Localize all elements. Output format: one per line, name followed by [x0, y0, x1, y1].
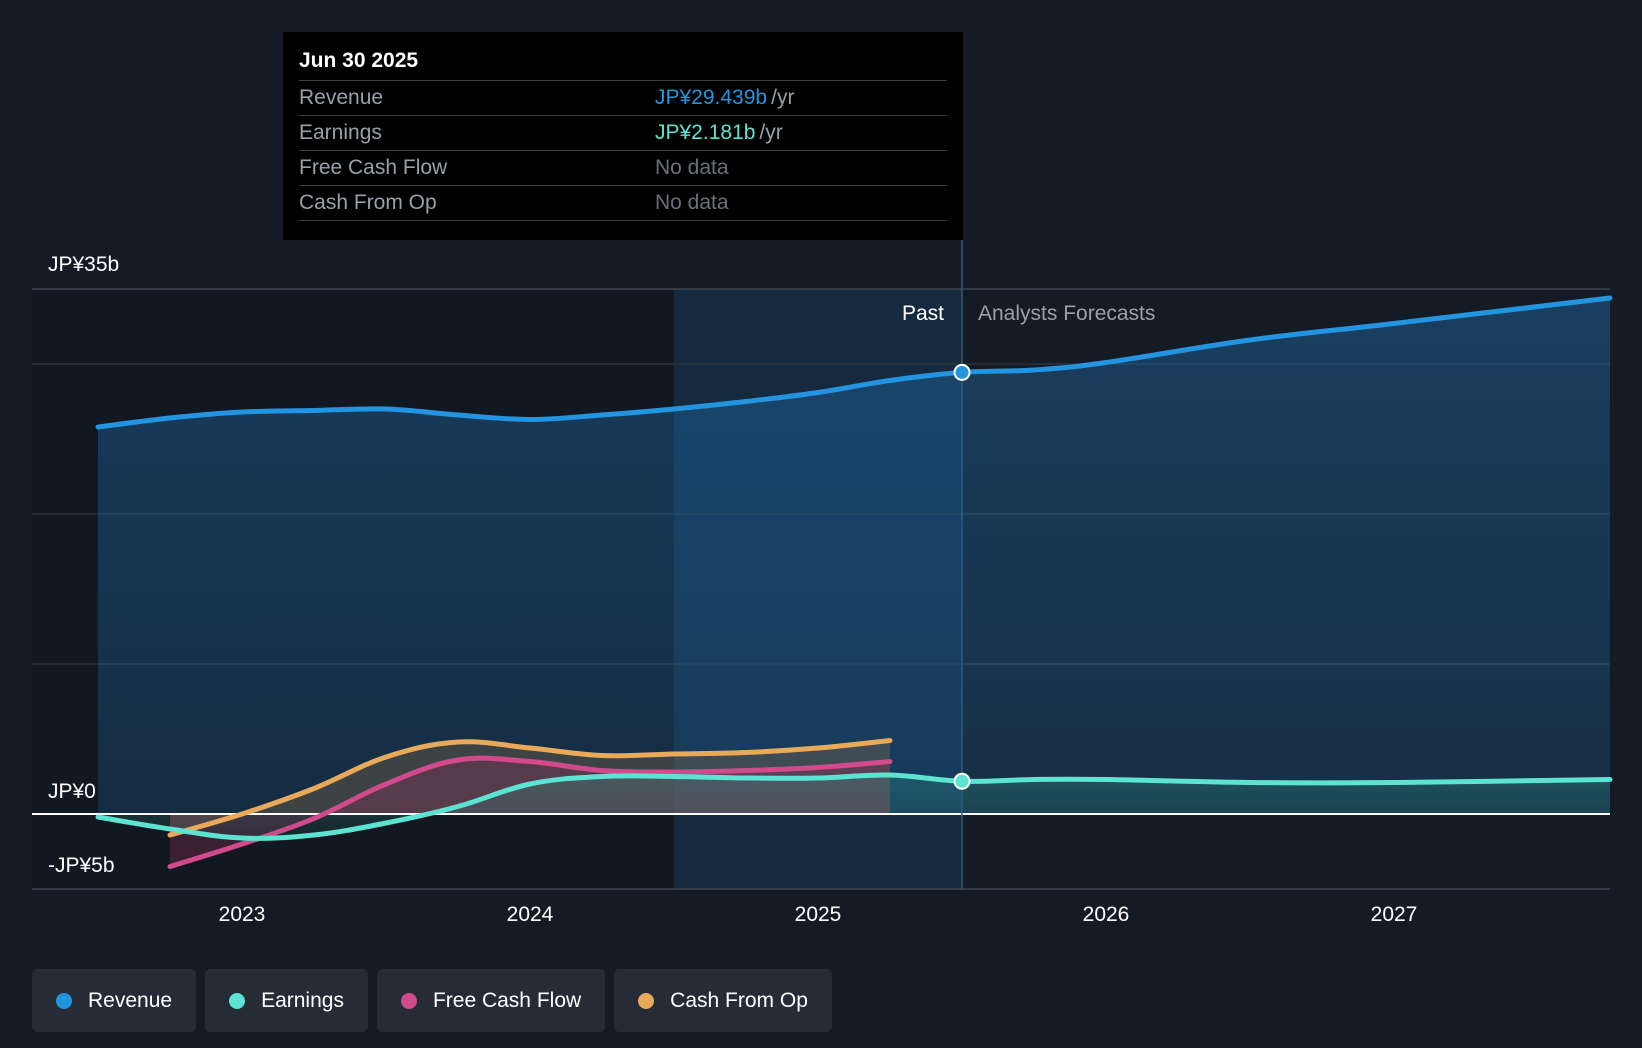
legend-label: Cash From Op	[670, 988, 808, 1012]
x-tick-label: 2024	[507, 903, 554, 926]
free-cash-flow-dot-icon	[400, 992, 417, 1009]
revenue-dot-icon	[56, 992, 72, 1009]
y-tick-label: -JP¥5b	[48, 854, 115, 877]
tooltip-date: Jun 30 2025	[299, 49, 419, 72]
tooltip-unit: /yr	[759, 121, 783, 144]
tooltip-row-cash-from-op: Cash From Op No data	[299, 185, 947, 221]
tooltip-value-cash-from-op: No data	[655, 191, 729, 214]
tooltip-row-earnings: Earnings JP¥2.181b/yr	[299, 115, 947, 150]
legend-item-cash-from-op[interactable]: Cash From Op	[614, 969, 832, 1032]
data-tooltip: Jun 30 2025 Revenue JP¥29.439b/yr Earnin…	[283, 32, 963, 240]
tooltip-value-free-cash-flow: No data	[655, 156, 729, 179]
past-label: Past	[902, 302, 944, 325]
cash-from-op-dot-icon	[638, 992, 655, 1009]
tooltip-row-free-cash-flow: Free Cash Flow No data	[299, 150, 947, 185]
legend-item-earnings[interactable]: Earnings	[205, 969, 368, 1032]
cash-from-op-line	[167, 738, 893, 838]
x-tick-label: 2027	[1371, 903, 1418, 926]
tooltip-label: Free Cash Flow	[299, 156, 448, 179]
tooltip-row-revenue: Revenue JP¥29.439b/yr	[299, 80, 947, 115]
forecast-label: Analysts Forecasts	[978, 302, 1155, 325]
legend-label: Earnings	[261, 988, 344, 1012]
tooltip-unit: /yr	[771, 86, 795, 109]
y-tick-label: JP¥35b	[48, 253, 119, 276]
legend-item-revenue[interactable]: Revenue	[32, 969, 197, 1032]
chart-legend: Revenue Earnings Free Cash Flow Cash Fro…	[32, 969, 832, 1032]
earnings-marker	[953, 772, 971, 790]
earnings-dot-icon	[229, 992, 246, 1009]
earnings-line	[95, 772, 1613, 841]
tooltip-value-revenue: JP¥29.439b	[655, 86, 768, 109]
revenue-area	[98, 298, 1610, 814]
free-cash-flow-line	[167, 755, 893, 869]
revenue-marker	[953, 363, 971, 381]
earnings-area	[98, 774, 1610, 839]
legend-label: Free Cash Flow	[432, 988, 582, 1012]
legend-item-free-cash-flow[interactable]: Free Cash Flow	[376, 969, 606, 1032]
tooltip-value-earnings: JP¥2.181b	[655, 121, 756, 144]
tooltip-label: Revenue	[299, 86, 384, 109]
x-tick-label: 2025	[795, 903, 842, 926]
revenue-line	[95, 295, 1613, 430]
x-tick-label: 2023	[219, 903, 266, 926]
y-tick-label: JP¥0	[48, 780, 96, 803]
tooltip-label: Cash From Op	[299, 191, 437, 214]
x-tick-label: 2026	[1083, 903, 1130, 926]
tooltip-label: Earnings	[299, 121, 382, 144]
legend-label: Revenue	[88, 988, 173, 1012]
